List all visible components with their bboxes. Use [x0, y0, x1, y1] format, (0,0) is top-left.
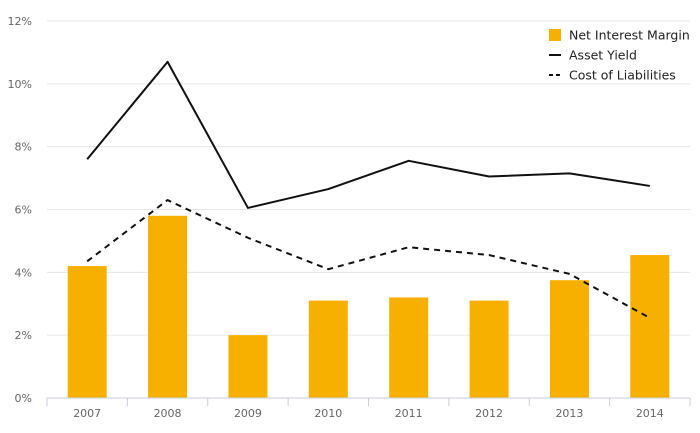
x-axis: [46, 397, 691, 406]
legend: Net Interest Margin Asset Yield Cost of Li…: [549, 28, 690, 83]
bar-net-interest-margin: [228, 335, 268, 398]
x-tick-label: 2014: [636, 407, 664, 420]
x-tick-label: 2013: [555, 407, 583, 420]
x-tick-label: 2009: [234, 407, 262, 420]
bar-net-interest-margin: [469, 300, 509, 398]
bar-net-interest-margin: [148, 215, 188, 398]
bar-series: [67, 215, 670, 398]
line-cost-of-liabilities: [86, 199, 651, 319]
y-tick-label: 0%: [15, 392, 32, 405]
line-asset-yield: [86, 60, 650, 209]
y-tick-label: 4%: [15, 266, 32, 279]
legend-swatch-net-interest-margin: [549, 29, 561, 41]
y-tick-label: 12%: [8, 15, 32, 28]
y-tick-label: 2%: [15, 329, 32, 342]
bar-net-interest-margin: [549, 280, 589, 398]
x-tick-label: 2007: [73, 407, 101, 420]
y-tick-label: 6%: [15, 204, 32, 217]
line-series: [86, 60, 651, 319]
y-axis-ticks: 0% 2% 4% 6% 8% 10% 12%: [8, 15, 32, 405]
x-tick-label: 2011: [395, 407, 423, 420]
bar-net-interest-margin: [308, 300, 348, 398]
legend-label-cost-of-liabilities: Cost of Liabilities: [569, 68, 676, 83]
bar-net-interest-margin: [67, 266, 107, 398]
x-tick-label: 2008: [154, 407, 182, 420]
legend-label-asset-yield: Asset Yield: [569, 48, 637, 63]
bar-net-interest-margin: [630, 255, 670, 398]
x-axis-ticks: 2007 2008 2009 2010 2011 2012 2013 2014: [73, 407, 664, 420]
y-tick-label: 10%: [8, 78, 32, 91]
bar-net-interest-margin: [389, 297, 429, 398]
x-tick-label: 2010: [314, 407, 342, 420]
y-tick-label: 8%: [15, 141, 32, 154]
x-tick-label: 2012: [475, 407, 503, 420]
legend-label-net-interest-margin: Net Interest Margin: [569, 28, 690, 43]
